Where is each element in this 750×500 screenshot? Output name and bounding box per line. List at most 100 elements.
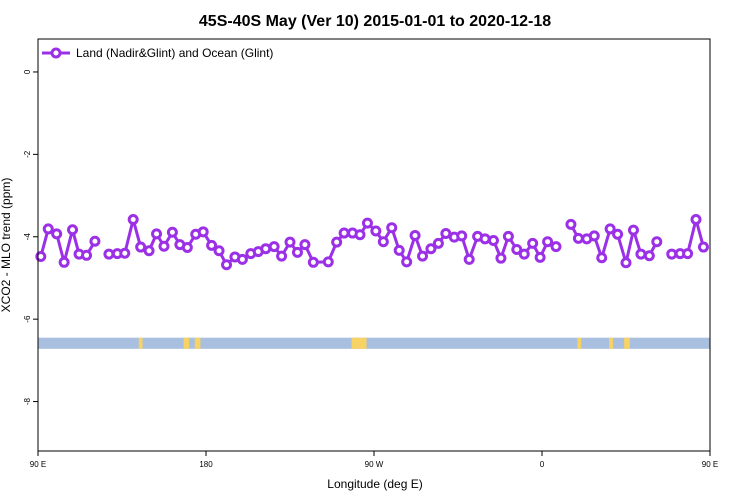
x-tick-label: 180 xyxy=(199,460,213,469)
data-point xyxy=(158,240,170,252)
data-point xyxy=(417,250,429,262)
data-point xyxy=(143,245,155,257)
data-point xyxy=(425,243,437,255)
series-layer xyxy=(35,213,709,271)
data-point xyxy=(550,241,562,253)
data-point xyxy=(651,236,663,248)
data-point xyxy=(527,237,539,249)
x-axis: 90 E 180 90 W 0 90 E xyxy=(30,451,718,469)
data-point xyxy=(612,228,624,240)
land-ocean-strip xyxy=(38,337,710,349)
data-point xyxy=(58,256,70,268)
land-patch xyxy=(183,337,190,349)
data-point xyxy=(666,248,678,260)
x-axis-label: Longitude (deg E) xyxy=(327,477,422,491)
data-point xyxy=(487,234,499,246)
data-point xyxy=(299,239,311,251)
x-tick-label: 90 E xyxy=(30,460,46,469)
data-point xyxy=(236,253,248,265)
data-point xyxy=(518,248,530,260)
data-point xyxy=(119,247,131,259)
data-point xyxy=(260,243,272,255)
data-point xyxy=(276,250,288,262)
data-point xyxy=(127,213,139,225)
land-patch xyxy=(194,337,201,349)
data-point xyxy=(565,218,577,230)
y-tick-label: -8 xyxy=(23,397,32,405)
data-point xyxy=(596,252,608,264)
data-point xyxy=(89,235,101,247)
y-tick-label: -6 xyxy=(23,315,32,323)
data-point xyxy=(377,236,389,248)
y-axis: 0 -2 -4 -6 -8 xyxy=(23,69,38,405)
land-patch xyxy=(138,337,143,349)
data-point xyxy=(197,226,209,238)
data-point xyxy=(534,251,546,263)
data-point xyxy=(479,233,491,245)
data-point xyxy=(291,246,303,258)
data-point xyxy=(495,252,507,264)
legend-marker xyxy=(50,47,62,59)
land-patch xyxy=(609,337,613,349)
data-point xyxy=(432,237,444,249)
y-tick-label: 0 xyxy=(23,69,32,74)
data-point xyxy=(361,217,373,229)
data-point xyxy=(370,225,382,237)
legend: Land (Nadir&Glint) and Ocean (Glint) xyxy=(42,46,273,60)
data-point xyxy=(181,241,193,253)
data-point xyxy=(67,224,79,236)
data-point xyxy=(542,236,554,248)
y-tick-label: -4 xyxy=(23,233,32,241)
chart-title: 45S-40S May (Ver 10) 2015-01-01 to 2020-… xyxy=(199,13,551,30)
data-point xyxy=(322,256,334,268)
plot-frame xyxy=(37,38,711,452)
data-point xyxy=(463,253,475,265)
data-point xyxy=(354,229,366,241)
ocean-band xyxy=(38,337,710,349)
data-point xyxy=(151,228,163,240)
data-point xyxy=(635,248,647,260)
data-point xyxy=(103,248,115,260)
x-tick-label: 0 xyxy=(540,460,545,469)
data-point xyxy=(620,257,632,269)
data-point xyxy=(331,236,343,248)
data-point xyxy=(284,236,296,248)
data-point xyxy=(690,213,702,225)
data-point xyxy=(166,226,178,238)
data-point xyxy=(221,259,233,271)
data-point xyxy=(502,230,514,242)
data-point xyxy=(572,232,584,244)
data-point xyxy=(604,223,616,235)
land-patch xyxy=(577,337,582,349)
y-tick-label: -2 xyxy=(23,150,32,158)
data-point xyxy=(393,244,405,256)
data-point xyxy=(307,256,319,268)
data-point xyxy=(627,224,639,236)
land-patch xyxy=(624,337,630,349)
land-patch xyxy=(351,337,367,349)
data-point xyxy=(440,227,452,239)
data-point xyxy=(35,251,47,263)
data-point xyxy=(456,230,468,242)
data-point xyxy=(643,250,655,262)
data-point xyxy=(81,249,93,261)
data-point xyxy=(42,223,54,235)
data-point xyxy=(51,228,63,240)
data-point xyxy=(401,256,413,268)
data-point xyxy=(338,227,350,239)
data-point xyxy=(511,244,523,256)
legend-label: Land (Nadir&Glint) and Ocean (Glint) xyxy=(76,46,273,60)
x-tick-label: 90 E xyxy=(702,460,718,469)
data-point xyxy=(409,230,421,242)
data-point xyxy=(588,230,600,242)
data-point xyxy=(206,239,218,251)
data-point xyxy=(135,241,147,253)
data-point xyxy=(213,245,225,257)
y-axis-label: XCO2 - MLO trend (ppm) xyxy=(0,178,13,313)
data-point xyxy=(268,241,280,253)
x-tick-label: 90 W xyxy=(365,460,384,469)
data-point xyxy=(682,248,694,260)
data-point xyxy=(386,222,398,234)
data-point xyxy=(697,241,709,253)
